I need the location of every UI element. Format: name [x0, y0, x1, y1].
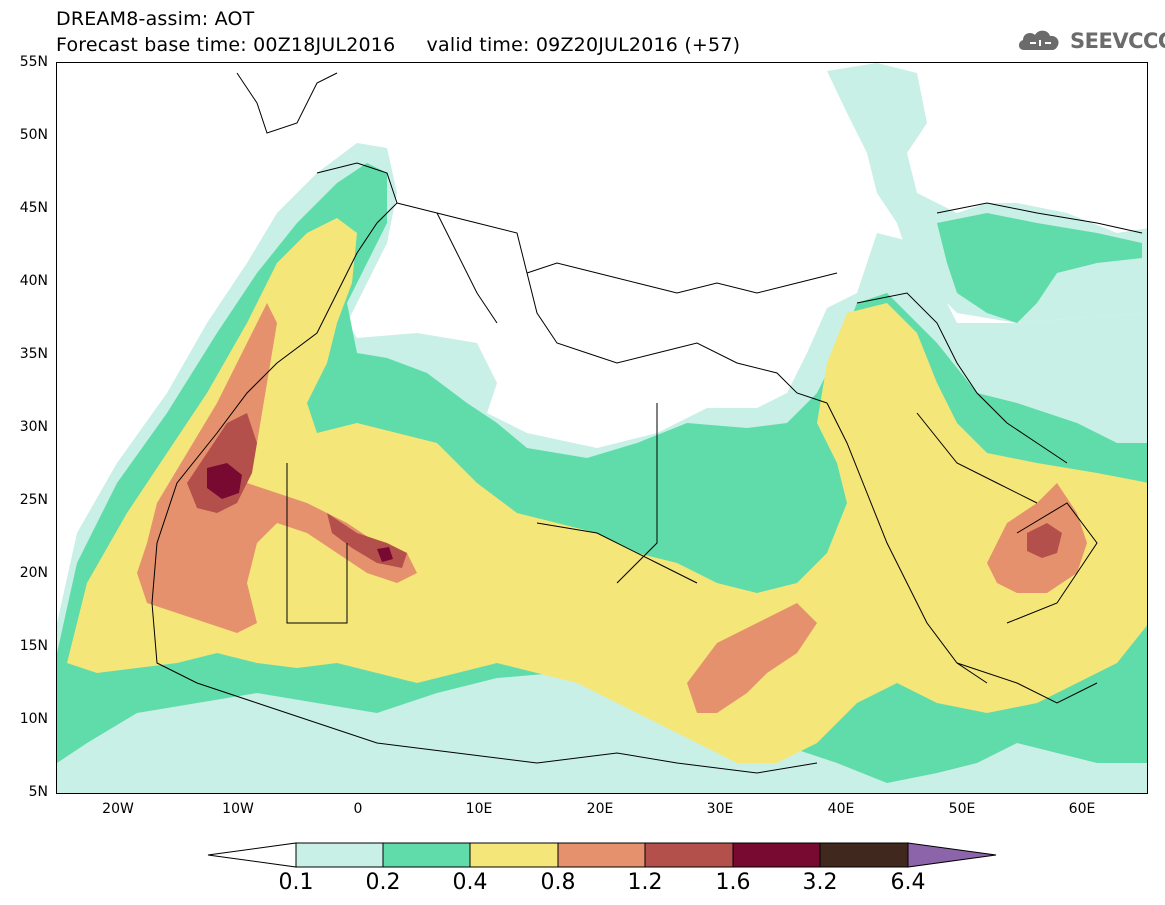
- logo-text: SEEVCCC: [1070, 29, 1165, 53]
- chart-title: DREAM8-assim: AOT: [56, 8, 255, 30]
- aot-band-0.4: [67, 218, 1147, 763]
- aot-band-1.6: [207, 463, 242, 499]
- coastlines-and-borders: [151, 72, 1143, 774]
- seevccc-logo: SEEVCCC: [1016, 26, 1165, 56]
- lat-tick-label: 25N: [19, 492, 48, 508]
- aot-map: [56, 62, 1148, 794]
- aot-shading-layers: [57, 63, 1147, 793]
- cloud-icon: [1018, 30, 1059, 50]
- colorbar-segment: [557, 842, 646, 868]
- colorbar-segment: [382, 842, 471, 868]
- colorbar-tick-label: 0.4: [452, 870, 488, 895]
- aot-band-1.6-east: [377, 547, 393, 562]
- lat-tick-label: 40N: [19, 273, 48, 289]
- lon-tick-label: 10E: [465, 801, 493, 817]
- lon-tick-label: 40E: [827, 801, 855, 817]
- colorbar-legend: [207, 842, 997, 868]
- lat-tick-label: 10N: [19, 711, 48, 727]
- lat-tick-label: 50N: [19, 127, 48, 143]
- colorbar-tick-label: 3.2: [802, 870, 838, 895]
- forecast-time-line: Forecast base time: 00Z18JUL2016 valid t…: [56, 34, 741, 56]
- aot-band-0.8-sudan: [687, 603, 817, 713]
- lat-tick-label: 20N: [19, 565, 48, 581]
- colorbar-segment: [819, 842, 909, 868]
- lon-tick-label: 20W: [102, 801, 134, 817]
- colorbar-tick-label: 0.8: [540, 870, 576, 895]
- lat-tick-label: 55N: [19, 54, 48, 70]
- aot-band-0.2-caspian: [937, 213, 1142, 323]
- colorbar-tick-label: 1.6: [715, 870, 751, 895]
- lat-tick-label: 35N: [19, 346, 48, 362]
- lat-tick-label: 15N: [19, 638, 48, 654]
- lon-tick-label: 0: [353, 801, 363, 817]
- colorbar-tick-label: 1.2: [627, 870, 663, 895]
- colorbar-tick-label: 6.4: [890, 870, 926, 895]
- colorbar-segment: [469, 842, 559, 868]
- colorbar-above-arrow: [907, 842, 997, 868]
- lon-tick-label: 10W: [222, 801, 254, 817]
- colorbar-segment: [732, 842, 821, 868]
- aot-band-1.2-oman: [1027, 523, 1062, 558]
- colorbar-tick-label: 0.1: [278, 870, 314, 895]
- lon-tick-label: 60E: [1068, 801, 1096, 817]
- colorbar-segment: [295, 842, 384, 868]
- lat-tick-label: 5N: [28, 784, 48, 800]
- lon-tick-label: 50E: [948, 801, 976, 817]
- colorbar-below-arrow: [207, 842, 297, 868]
- colorbar-segment: [644, 842, 734, 868]
- lon-tick-label: 30E: [706, 801, 734, 817]
- lat-tick-label: 45N: [19, 200, 48, 216]
- colorbar-tick-label: 0.2: [365, 870, 401, 895]
- lat-tick-label: 30N: [19, 419, 48, 435]
- lon-tick-label: 20E: [586, 801, 614, 817]
